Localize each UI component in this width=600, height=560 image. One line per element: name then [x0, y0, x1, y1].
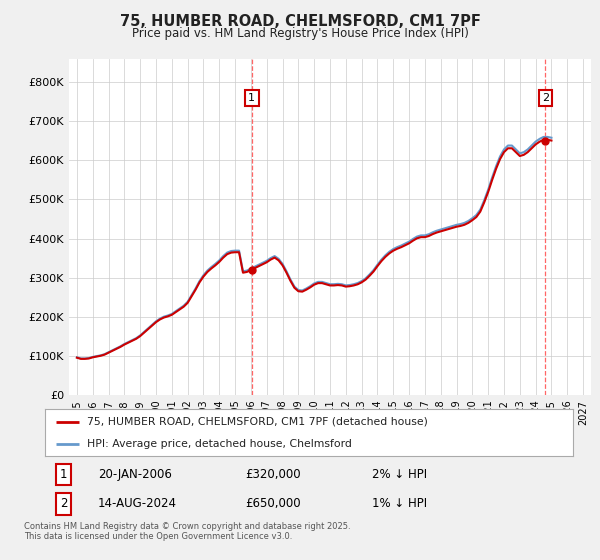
Text: Price paid vs. HM Land Registry's House Price Index (HPI): Price paid vs. HM Land Registry's House …	[131, 27, 469, 40]
Text: 2% ↓ HPI: 2% ↓ HPI	[373, 468, 427, 481]
Text: HPI: Average price, detached house, Chelmsford: HPI: Average price, detached house, Chel…	[87, 438, 352, 449]
Point	[247, 265, 257, 274]
Text: £650,000: £650,000	[245, 497, 301, 510]
Text: 1: 1	[248, 93, 255, 103]
Text: 1% ↓ HPI: 1% ↓ HPI	[373, 497, 427, 510]
Text: £320,000: £320,000	[245, 468, 301, 481]
Text: Contains HM Land Registry data © Crown copyright and database right 2025.
This d: Contains HM Land Registry data © Crown c…	[24, 522, 350, 542]
Text: 1: 1	[60, 468, 67, 481]
Text: 2: 2	[60, 497, 67, 510]
Text: 75, HUMBER ROAD, CHELMSFORD, CM1 7PF (detached house): 75, HUMBER ROAD, CHELMSFORD, CM1 7PF (de…	[87, 417, 428, 427]
Text: 14-AUG-2024: 14-AUG-2024	[98, 497, 177, 510]
Text: 20-JAN-2006: 20-JAN-2006	[98, 468, 172, 481]
Text: 2: 2	[542, 93, 549, 103]
Text: 75, HUMBER ROAD, CHELMSFORD, CM1 7PF: 75, HUMBER ROAD, CHELMSFORD, CM1 7PF	[119, 14, 481, 29]
Point	[541, 137, 550, 146]
